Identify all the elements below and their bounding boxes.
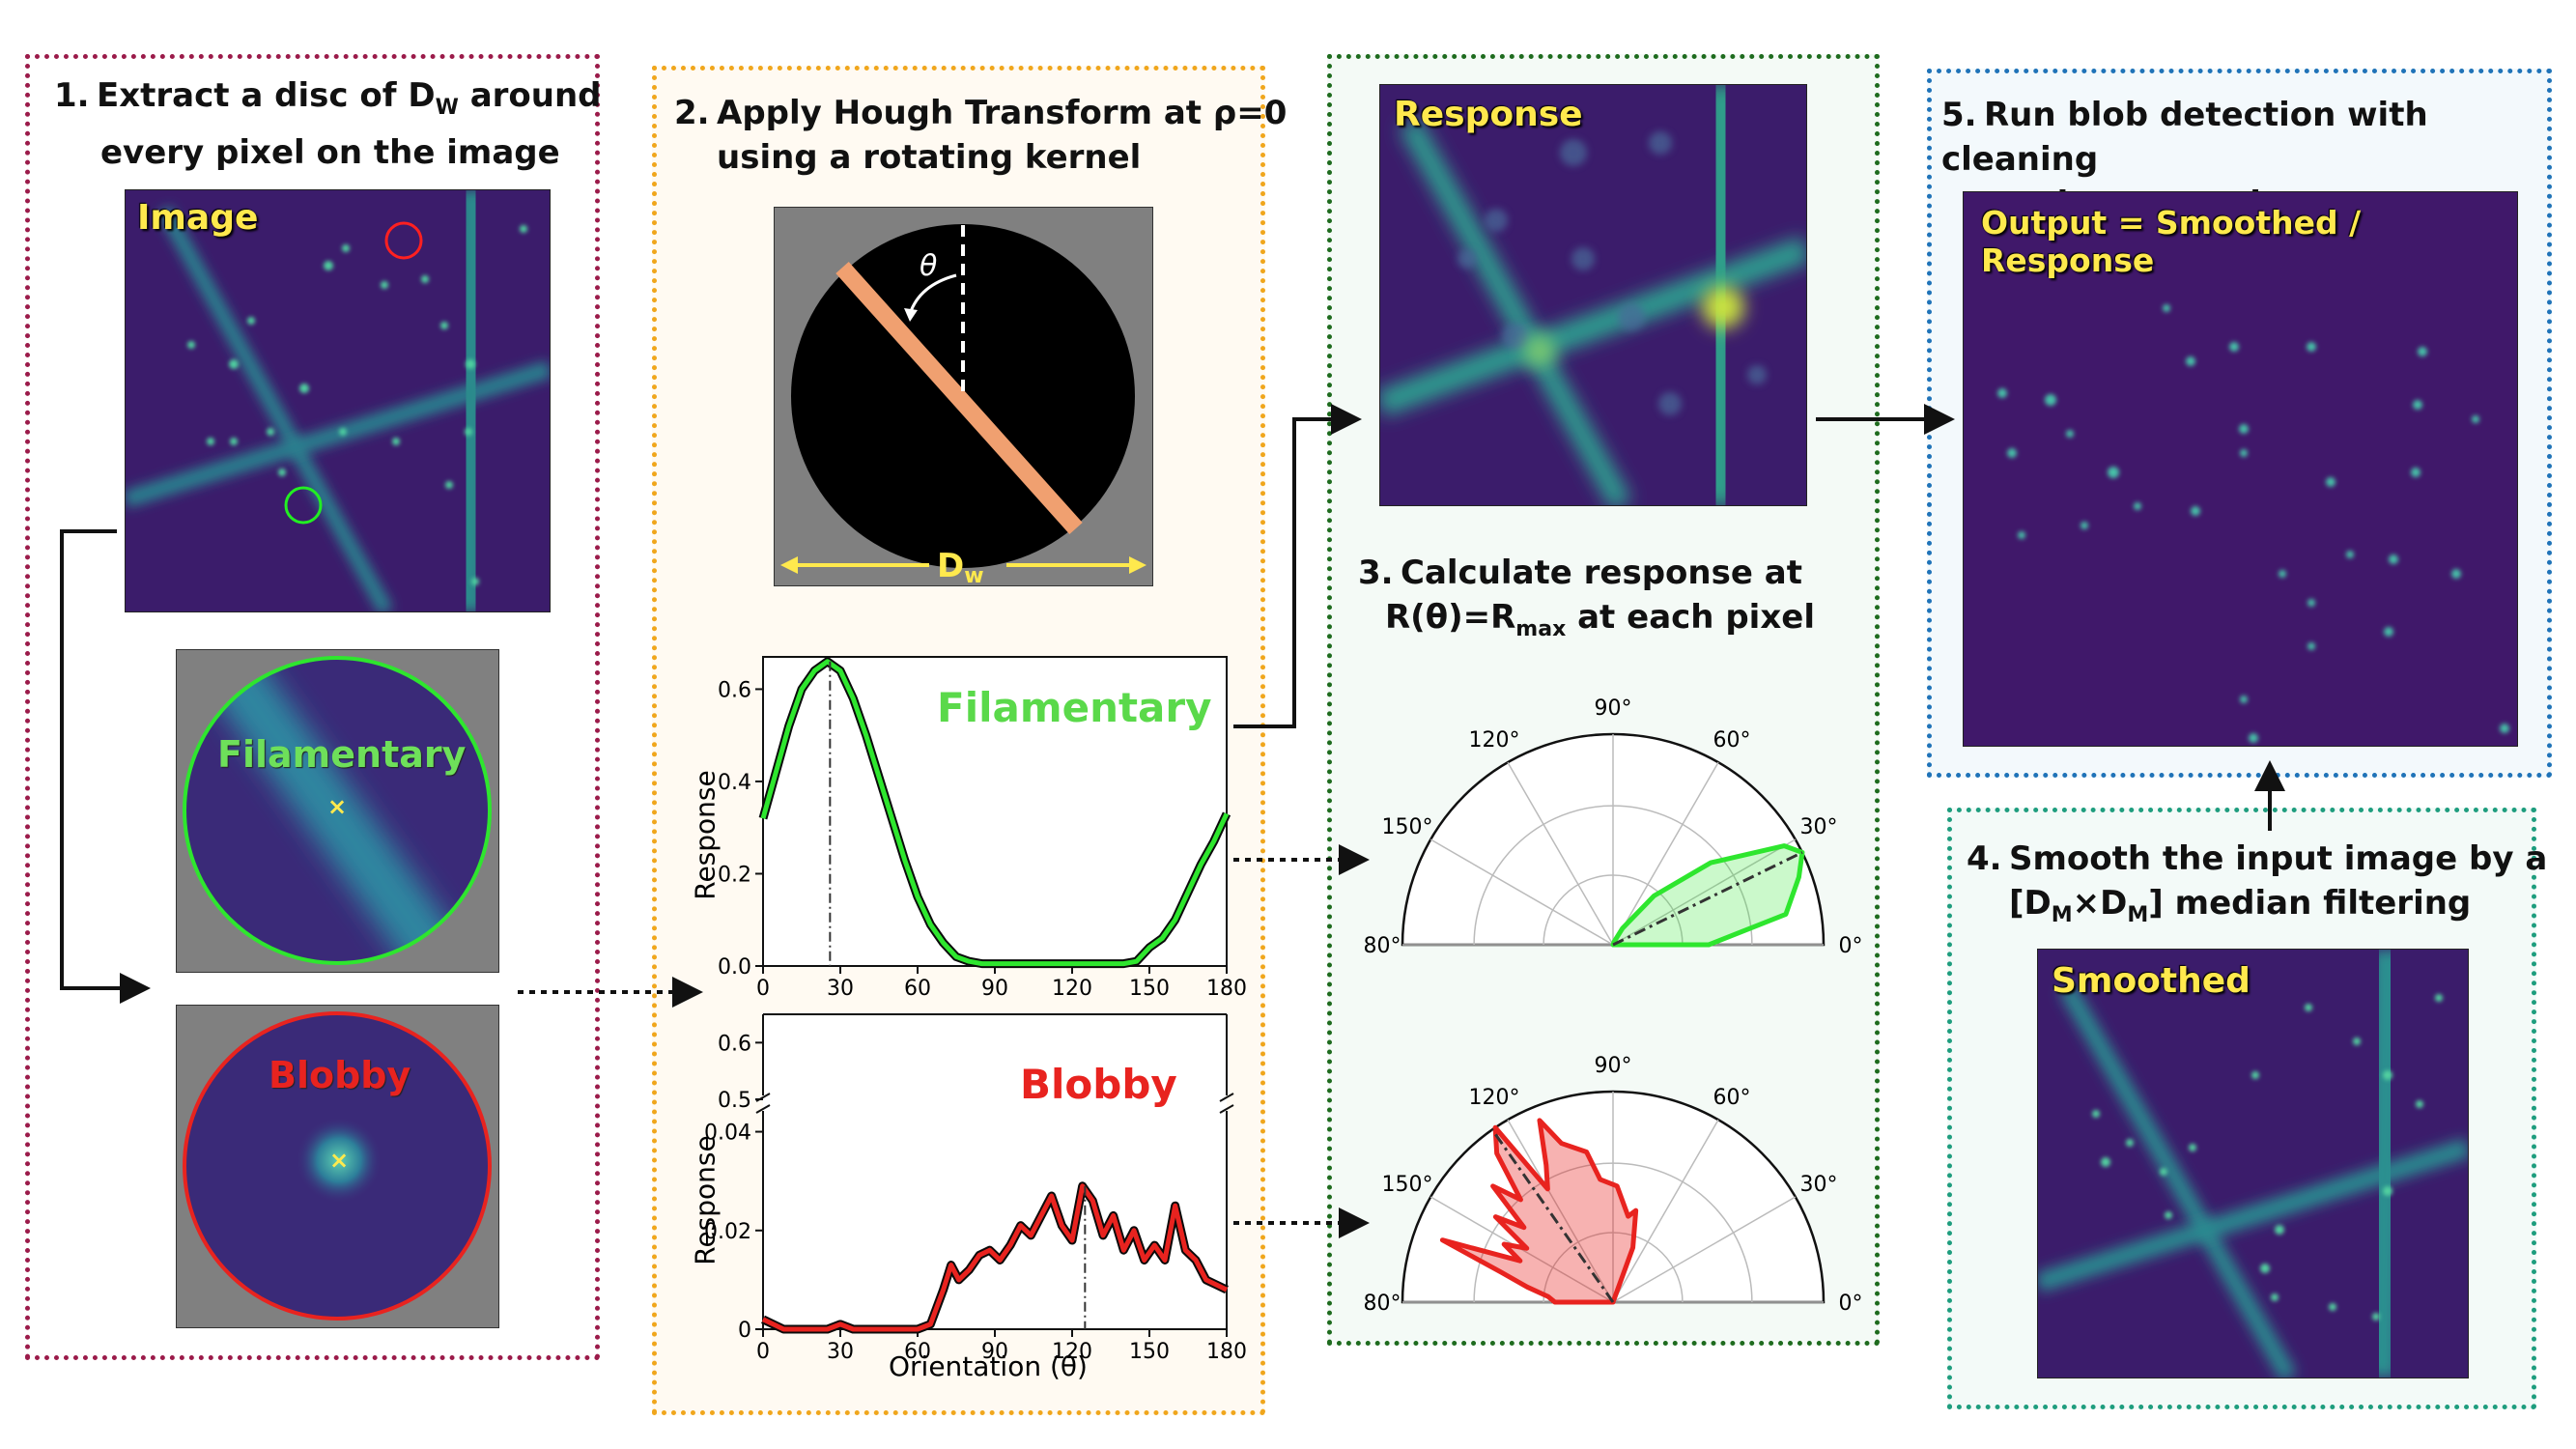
red-sample-circle [384, 221, 423, 260]
blobby-ylabel: Response [689, 1135, 722, 1265]
y-tick-label: 0.04 [704, 1122, 751, 1146]
polar-peak-marker [1490, 1128, 1615, 1303]
polar-angle-label: 90° [1595, 696, 1632, 721]
polar-grid-spoke [1612, 761, 1719, 946]
smoothed-label: Smoothed [2052, 961, 2250, 1001]
step3-title: 3. Calculate response at R(θ)=Rmax at eac… [1358, 554, 1815, 641]
y-tick-label: 0.6 [718, 1032, 751, 1056]
polar-grid-spoke [1507, 761, 1614, 946]
x-tick-label: 0 [756, 1340, 770, 1364]
response-label: Response [1394, 95, 1583, 134]
x-tick-label: 0 [756, 977, 770, 1001]
dw-label: Dw [937, 547, 984, 585]
output-image: Output = Smoothed / Response [1963, 191, 2518, 747]
axis-break [755, 1104, 771, 1114]
axis-break [1219, 1093, 1234, 1102]
filamentary-disc: × Filamentary [176, 649, 499, 973]
polar-angle-label: 120° [1469, 1086, 1520, 1110]
image-label: Image [137, 198, 259, 238]
y-tick-label: 0.2 [718, 863, 751, 887]
polar-peak-marker [1612, 851, 1803, 947]
polar-angle-label: 90° [1595, 1054, 1632, 1078]
rotating-kernel: θ Dw [774, 207, 1153, 586]
plot-bg [763, 1014, 1227, 1329]
x-tick-label: 30 [827, 977, 854, 1001]
x-tick-label: 30 [827, 1340, 854, 1364]
theta-label: θ [920, 249, 937, 283]
polar-angle-label: 30° [1800, 815, 1838, 839]
blobby-plot-label: Blobby [1020, 1061, 1177, 1108]
blobby-disc-label: Blobby [269, 1054, 411, 1096]
x-tick-label: 60 [904, 977, 931, 1001]
polar-angle-label: 180° [1362, 934, 1401, 958]
y-tick-label: 0 [738, 1319, 751, 1343]
filamentary-plot-label: Filamentary [937, 684, 1212, 731]
blobby-xlabel: Orientation (θ) [889, 1350, 1088, 1382]
blobby-disc: × Blobby [176, 1005, 499, 1328]
polar-grid-spoke [1612, 1196, 1797, 1303]
y-tick-label: 0.4 [718, 771, 751, 795]
svg-text:×: × [329, 1147, 349, 1174]
axis-break [1219, 1104, 1234, 1114]
green-sample-circle [284, 486, 323, 525]
x-tick-label: 180 [1206, 1340, 1246, 1364]
polar-grid-spoke [1430, 838, 1614, 946]
center-mark: × [327, 793, 347, 820]
y-tick-label: 0.6 [718, 678, 751, 702]
step1-title: 1. Extract a disc of DW around every pixe… [54, 76, 602, 172]
polar-angle-label: 30° [1800, 1173, 1838, 1197]
polar-angle-label: 120° [1469, 728, 1520, 753]
x-tick-label: 90 [981, 977, 1008, 1001]
response-image: Response [1379, 84, 1807, 506]
x-tick-label: 120 [1052, 1340, 1092, 1364]
step2-title: 2. Apply Hough Transform at ρ=0 using a r… [674, 94, 1288, 177]
polar-angle-label: 60° [1713, 1086, 1751, 1110]
x-tick-label: 180 [1206, 977, 1246, 1001]
x-tick-label: 150 [1129, 1340, 1170, 1364]
polar-grid-spoke [1507, 1119, 1614, 1303]
input-image: Image [125, 189, 551, 612]
polar-angle-label: 150° [1381, 1173, 1432, 1197]
filamentary-polar-plot: 0° 30° 60° 90° 120° 150° 180° [1362, 676, 1864, 966]
polar-series [1439, 1118, 1639, 1305]
filamentary-ylabel: Response [689, 770, 722, 900]
polar-angle-label: 0° [1839, 1292, 1863, 1316]
output-label: Output = Smoothed / Response [1981, 204, 2362, 279]
polar-grid-spoke [1612, 838, 1797, 946]
y-tick-label: 0.0 [718, 955, 751, 980]
y-tick-label: 0.5 [718, 1089, 751, 1113]
y-tick-label: 0.02 [704, 1220, 751, 1244]
x-tick-label: 60 [904, 1340, 931, 1364]
blobby-polar-plot: 0° 30° 60° 90° 120° 150° 180° [1362, 1034, 1864, 1323]
polar-angle-label: 0° [1839, 934, 1863, 958]
filamentary-disc-label: Filamentary [217, 733, 467, 776]
filamentary-response-plot: 0 30 60 90 120 150 180 0.0 0.2 0.4 0.6 Filamentary… [666, 638, 1246, 1005]
panel-extract-disc [25, 54, 600, 1360]
step4-title: 4. Smooth the input image by a [DM×DM] me… [1967, 839, 2548, 927]
x-tick-label: 120 [1052, 977, 1092, 1001]
polar-angle-label: 180° [1362, 1292, 1401, 1316]
polar-angle-label: 60° [1713, 728, 1751, 753]
plot-frame [762, 656, 1228, 967]
polar-grid-spoke [1612, 1119, 1719, 1303]
polar-series [1610, 843, 1805, 948]
smoothed-image: Smoothed [2037, 949, 2469, 1378]
blobby-series-line [761, 1183, 1229, 1332]
x-tick-label: 90 [981, 1340, 1008, 1364]
blobby-response-plot: 0 30 60 90 120 150 180 0 0.02 0.04 0.5 0.6 Blobby R… [666, 1003, 1246, 1389]
polar-angle-label: 150° [1381, 815, 1432, 839]
x-tick-label: 150 [1129, 977, 1170, 1001]
